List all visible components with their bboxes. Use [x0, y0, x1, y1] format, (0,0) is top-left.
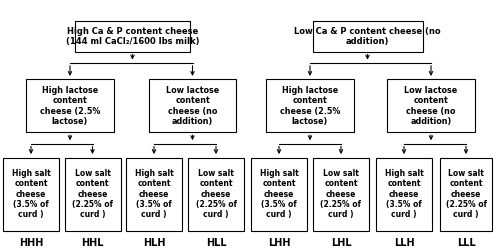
FancyBboxPatch shape — [376, 158, 432, 231]
Text: Low salt
content
cheese
(2.25% of
curd ): Low salt content cheese (2.25% of curd ) — [72, 169, 113, 219]
FancyBboxPatch shape — [75, 21, 190, 52]
Text: Low lactose
content
cheese (no
addition): Low lactose content cheese (no addition) — [166, 86, 219, 126]
Text: Low lactose
content
cheese (no
addition): Low lactose content cheese (no addition) — [404, 86, 458, 126]
Text: High salt
content
cheese
(3.5% of
curd ): High salt content cheese (3.5% of curd ) — [134, 169, 173, 219]
FancyBboxPatch shape — [26, 79, 114, 132]
Text: HHL: HHL — [81, 238, 104, 248]
FancyBboxPatch shape — [3, 158, 59, 231]
Text: Low salt
content
cheese
(2.25% of
curd ): Low salt content cheese (2.25% of curd ) — [320, 169, 362, 219]
FancyBboxPatch shape — [251, 158, 307, 231]
FancyBboxPatch shape — [266, 79, 354, 132]
Text: Low Ca & P content cheese (no
addition): Low Ca & P content cheese (no addition) — [294, 27, 441, 46]
Text: LLL: LLL — [456, 238, 475, 248]
Text: LHL: LHL — [330, 238, 351, 248]
FancyBboxPatch shape — [126, 158, 182, 231]
FancyBboxPatch shape — [312, 21, 422, 52]
Text: High salt
content
cheese
(3.5% of
curd ): High salt content cheese (3.5% of curd ) — [12, 169, 51, 219]
FancyBboxPatch shape — [387, 79, 475, 132]
FancyBboxPatch shape — [440, 158, 492, 231]
Text: HLL: HLL — [206, 238, 227, 248]
Text: High Ca & P content cheese
(144 ml CaCl₂/1600 lbs milk): High Ca & P content cheese (144 ml CaCl₂… — [66, 27, 199, 46]
Text: High lactose
content
cheese (2.5%
lactose): High lactose content cheese (2.5% lactos… — [280, 86, 340, 126]
FancyBboxPatch shape — [188, 158, 244, 231]
FancyBboxPatch shape — [313, 158, 369, 231]
Text: HLH: HLH — [143, 238, 165, 248]
Text: LLH: LLH — [394, 238, 414, 248]
FancyBboxPatch shape — [64, 158, 120, 231]
Text: Low salt
content
cheese
(2.25% of
curd ): Low salt content cheese (2.25% of curd ) — [196, 169, 236, 219]
Text: HHH: HHH — [19, 238, 43, 248]
FancyBboxPatch shape — [149, 79, 236, 132]
Text: High salt
content
cheese
(3.5% of
curd ): High salt content cheese (3.5% of curd ) — [384, 169, 424, 219]
Text: LHH: LHH — [268, 238, 290, 248]
Text: Low salt
content
cheese
(2.25% of
curd ): Low salt content cheese (2.25% of curd ) — [446, 169, 486, 219]
Text: High lactose
content
cheese (2.5%
lactose): High lactose content cheese (2.5% lactos… — [40, 86, 100, 126]
Text: High salt
content
cheese
(3.5% of
curd ): High salt content cheese (3.5% of curd ) — [260, 169, 298, 219]
